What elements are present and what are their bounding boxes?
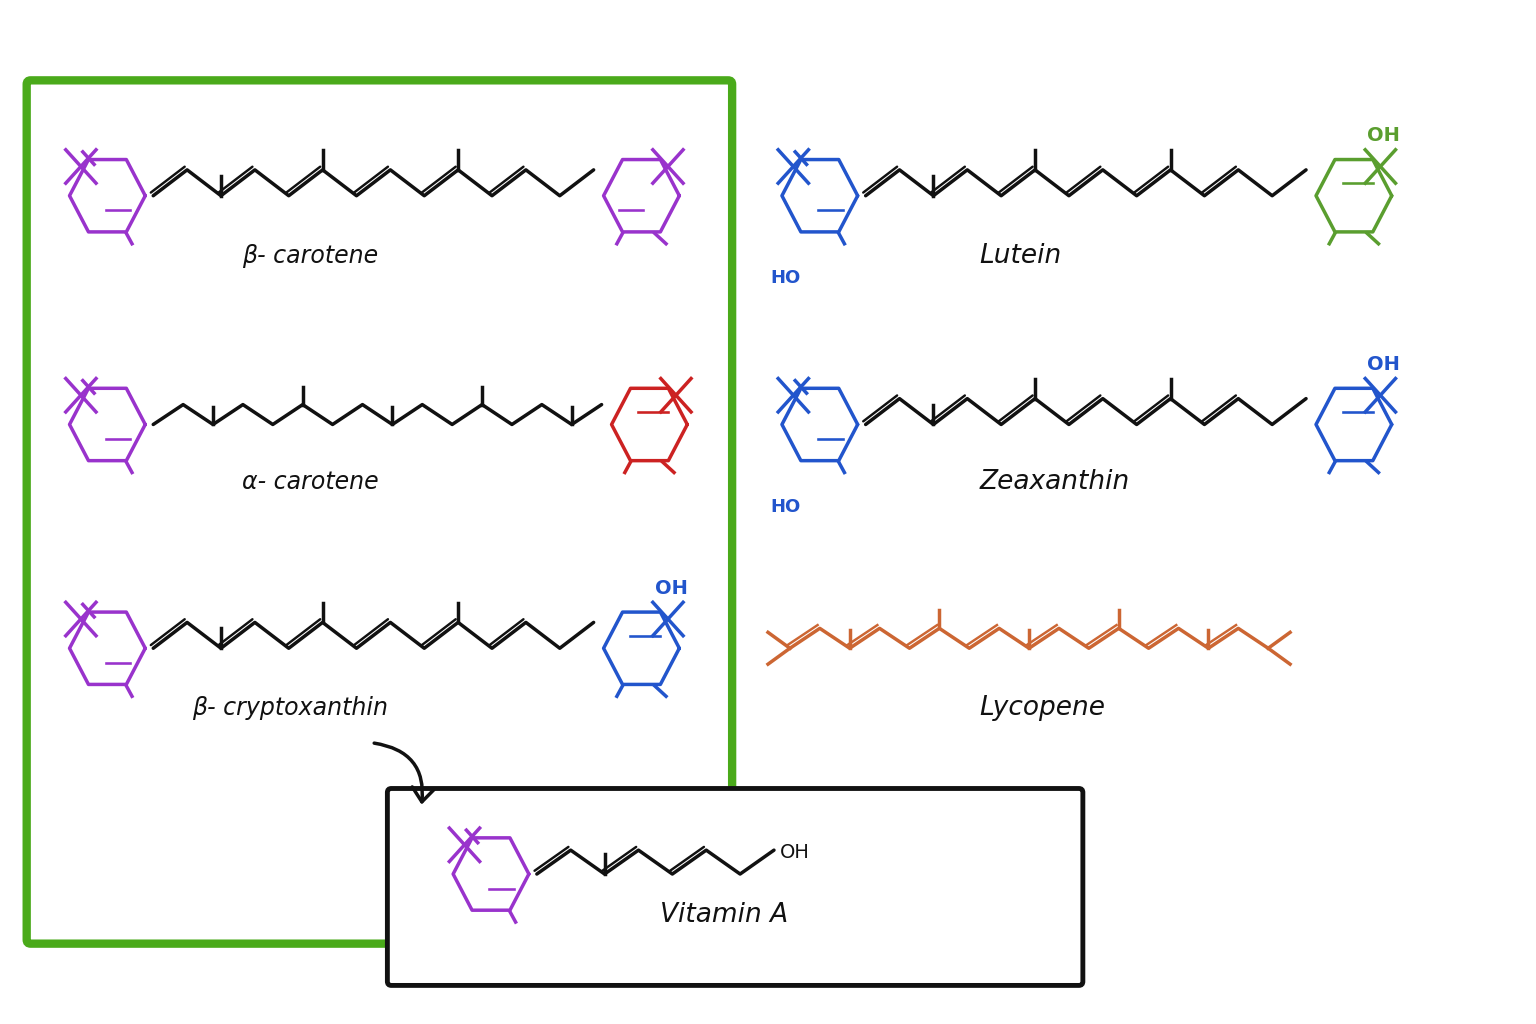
Text: Lutein: Lutein <box>980 244 1061 269</box>
Text: HO: HO <box>771 499 800 516</box>
Text: OH: OH <box>1367 355 1399 374</box>
Text: Zeaxanthin: Zeaxanthin <box>980 469 1129 496</box>
Text: HO: HO <box>771 269 800 288</box>
FancyBboxPatch shape <box>26 80 733 944</box>
Text: OH: OH <box>780 843 809 862</box>
Text: β- cryptoxanthin: β- cryptoxanthin <box>192 696 389 720</box>
Text: OH: OH <box>1367 126 1399 145</box>
Text: β- carotene: β- carotene <box>241 245 378 268</box>
Text: OH: OH <box>654 579 688 598</box>
Text: Lycopene: Lycopene <box>980 695 1106 721</box>
FancyBboxPatch shape <box>387 788 1083 985</box>
Text: Vitamin A: Vitamin A <box>660 902 788 928</box>
Text: α- carotene: α- carotene <box>241 470 378 495</box>
FancyArrowPatch shape <box>375 743 435 802</box>
